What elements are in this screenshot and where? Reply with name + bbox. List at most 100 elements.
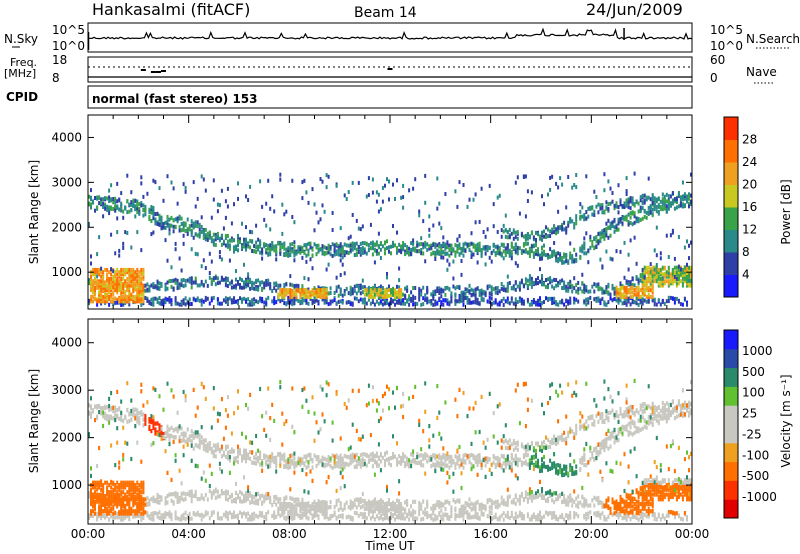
power-cell — [94, 288, 97, 293]
power-cell — [283, 285, 286, 290]
power-cell — [486, 248, 489, 253]
power-cell — [158, 213, 161, 218]
velocity-cell — [283, 506, 286, 511]
power-cell — [210, 239, 213, 244]
power-cell — [500, 234, 503, 239]
power-cell — [583, 299, 586, 304]
velocity-cell — [102, 410, 105, 415]
power-cell — [154, 212, 157, 217]
power-cell — [402, 298, 405, 303]
velocity-cell — [261, 501, 264, 506]
velocity-cell — [96, 513, 99, 518]
velocity-cell — [301, 460, 304, 465]
velocity-cell — [134, 485, 137, 490]
power-cell — [112, 207, 115, 211]
power-cell — [361, 285, 364, 290]
power-cell — [516, 251, 519, 256]
velocity-cell — [156, 496, 159, 501]
power-cell — [299, 299, 302, 304]
velocity-cell — [259, 456, 262, 461]
power-cell — [184, 296, 187, 301]
power-cell — [526, 236, 529, 241]
power-cell — [291, 215, 294, 219]
power-cell — [144, 288, 147, 293]
power-cell — [110, 267, 113, 272]
power-cell — [671, 228, 674, 233]
power-cell — [283, 288, 286, 293]
power-cell — [339, 258, 342, 263]
power-cell — [106, 279, 109, 284]
velocity-cell — [112, 497, 115, 502]
power-cell — [251, 280, 254, 285]
velocity-cell — [293, 460, 296, 466]
power-cell — [148, 215, 151, 219]
power-cell — [418, 213, 421, 218]
power-cell — [450, 296, 453, 301]
power-cell — [176, 278, 179, 283]
power-cell — [595, 195, 598, 199]
power-cell — [384, 294, 387, 299]
velocity-cell — [140, 480, 143, 485]
power-cell — [623, 216, 626, 221]
velocity-cell — [152, 415, 155, 420]
power-cell — [347, 243, 350, 248]
velocity-cell — [116, 497, 119, 502]
power-cell — [593, 297, 596, 302]
velocity-cell — [261, 511, 264, 516]
velocity-cell — [291, 453, 294, 458]
power-cell — [247, 282, 250, 287]
velocity-cell — [251, 512, 254, 517]
power-cell — [287, 246, 290, 251]
power-cell — [394, 290, 397, 295]
power-cell — [673, 197, 676, 202]
power-cell — [158, 186, 161, 191]
nsearch-tick-high: 10^5 — [710, 23, 743, 37]
power-cell — [249, 238, 252, 243]
power-cell — [363, 250, 366, 255]
power-cell — [357, 299, 360, 304]
velocity-cell — [311, 506, 314, 511]
power-cell — [323, 245, 326, 250]
power-cell — [532, 235, 535, 240]
velocity-cell — [251, 440, 254, 445]
power-cell — [671, 276, 674, 281]
velocity-cell — [126, 408, 129, 413]
velocity-cell — [283, 504, 286, 509]
power-cell — [291, 178, 294, 183]
velocity-cell — [214, 448, 217, 453]
power-cell — [545, 278, 548, 282]
velocity-cell — [303, 506, 306, 511]
power-cell — [420, 292, 423, 297]
velocity-cell — [106, 405, 109, 410]
power-cell — [565, 259, 568, 264]
velocity-cell — [275, 455, 278, 460]
power-cell — [307, 290, 310, 295]
power-cell — [398, 290, 401, 295]
power-cell — [597, 296, 600, 301]
velocity-cell — [194, 463, 197, 468]
power-cell — [132, 288, 135, 293]
power-colorbar-swatch — [724, 274, 738, 298]
velocity-cell — [279, 452, 282, 457]
power-cell — [128, 290, 131, 295]
power-cell — [204, 227, 207, 232]
power-cell — [585, 302, 588, 307]
velocity-cell — [174, 427, 177, 432]
power-cell — [90, 281, 93, 286]
power-cell — [688, 201, 691, 206]
power-cell — [150, 283, 153, 288]
power-cell — [140, 292, 143, 297]
power-cell — [178, 282, 181, 287]
power-cell — [152, 178, 155, 183]
velocity-cell — [136, 504, 139, 509]
power-cell — [196, 224, 199, 229]
power-cell — [98, 279, 101, 284]
power-cell — [655, 197, 658, 202]
power-cell — [305, 243, 308, 248]
velocity-cell — [124, 506, 127, 511]
power-y-tick-label: 2000 — [51, 220, 82, 234]
velocity-cell — [110, 502, 113, 507]
velocity-cell — [136, 411, 139, 416]
power-cell — [265, 279, 268, 283]
power-cell — [335, 275, 338, 280]
